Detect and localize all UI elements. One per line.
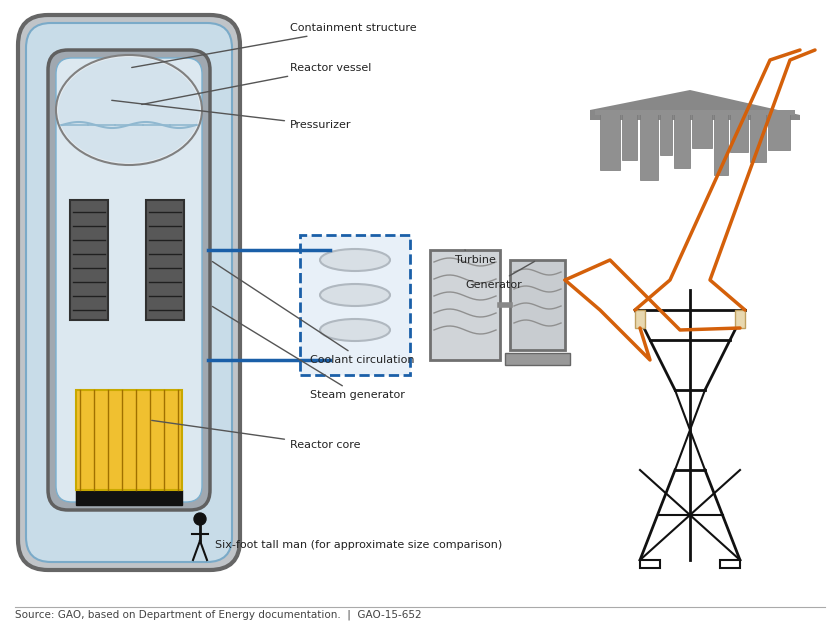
Bar [595,110,795,115]
Bar [622,110,637,160]
Bar [146,200,184,320]
Text: Reactor vessel: Reactor vessel [142,63,371,105]
Bar [750,110,766,162]
Ellipse shape [320,284,390,306]
FancyBboxPatch shape [48,50,210,510]
Ellipse shape [320,319,390,341]
Bar [70,200,108,320]
Text: Source: GAO, based on Department of Energy documentation.  |  GAO-15-652: Source: GAO, based on Department of Ener… [15,610,422,620]
Text: Containment structure: Containment structure [132,23,417,68]
Bar [635,310,645,328]
Ellipse shape [320,249,390,271]
Text: Coolant circulation: Coolant circulation [213,261,414,365]
Text: Reactor core: Reactor core [152,420,360,450]
Bar [714,110,728,175]
Bar [720,560,740,568]
Text: Steam generator: Steam generator [213,307,405,400]
Bar [692,110,712,148]
Ellipse shape [58,57,200,163]
Text: Six-foot tall man (for approximate size comparison): Six-foot tall man (for approximate size … [215,540,502,550]
Bar [730,110,748,152]
Ellipse shape [56,55,202,165]
Bar [768,110,790,150]
Bar [76,490,182,505]
Text: Generator: Generator [465,261,534,290]
Circle shape [194,513,206,525]
Bar [640,110,658,180]
FancyBboxPatch shape [56,58,202,502]
Text: Pressurizer: Pressurizer [112,100,351,130]
FancyBboxPatch shape [18,15,240,570]
Bar [735,310,745,328]
Bar [300,235,410,375]
Polygon shape [590,90,800,120]
Bar [76,390,182,490]
Bar [430,250,500,360]
FancyBboxPatch shape [26,23,232,562]
Bar [660,110,672,155]
Bar [674,110,690,168]
Text: Turbine: Turbine [455,250,496,265]
Bar [640,560,660,568]
Bar [505,353,570,365]
Bar [600,110,620,170]
Bar [510,260,565,350]
